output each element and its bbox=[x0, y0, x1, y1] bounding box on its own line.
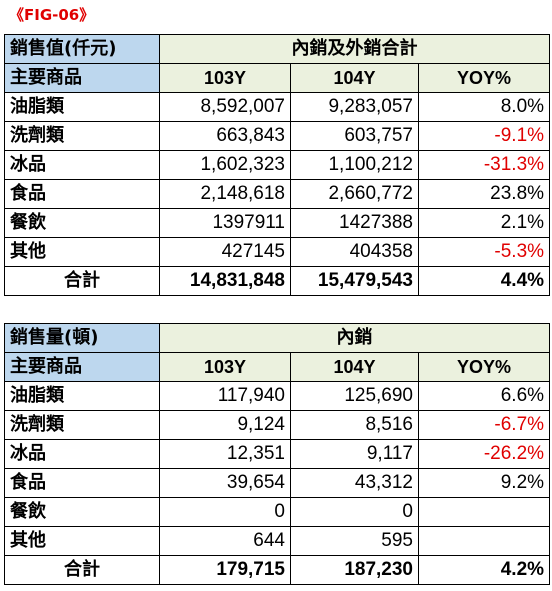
table-row: 冰品 1,602,323 1,100,212 -31.3% bbox=[4, 150, 551, 180]
column-header-yoy: YOY% bbox=[417, 63, 551, 93]
total-103y: 179,715 bbox=[159, 555, 291, 585]
total-yoy: 4.2% bbox=[417, 555, 551, 585]
column-header-103y: 103Y bbox=[159, 63, 291, 93]
value-103y: 39,654 bbox=[159, 468, 291, 498]
product-name: 餐飲 bbox=[4, 208, 160, 238]
column-header-104y: 104Y bbox=[290, 63, 419, 93]
product-name: 洗劑類 bbox=[4, 410, 160, 440]
value-104y: 9,283,057 bbox=[290, 92, 419, 122]
value-104y: 0 bbox=[290, 497, 419, 527]
value-104y: 43,312 bbox=[290, 468, 419, 498]
value-103y: 663,843 bbox=[159, 121, 291, 151]
table-row: 餐飲 0 0 bbox=[4, 497, 551, 527]
column-header-103y: 103Y bbox=[159, 352, 291, 382]
group-header: 內銷及外銷合計 bbox=[158, 34, 551, 64]
table-title-row: 銷售量(頓) 內銷 bbox=[4, 323, 551, 353]
sales-volume-table: 銷售量(頓) 內銷 主要商品 103Y 104Y YOY% 油脂類 117,940… bbox=[4, 323, 551, 585]
value-103y: 2,148,618 bbox=[159, 179, 291, 209]
value-103y: 12,351 bbox=[159, 439, 291, 469]
table-row: 食品 2,148,618 2,660,772 23.8% bbox=[4, 179, 551, 209]
value-103y: 1397911 bbox=[159, 208, 291, 238]
value-104y: 1,100,212 bbox=[290, 150, 419, 180]
product-name: 其他 bbox=[4, 237, 160, 267]
total-103y: 14,831,848 bbox=[159, 266, 291, 296]
group-header: 內銷 bbox=[158, 323, 551, 353]
total-label: 合計 bbox=[4, 266, 160, 296]
value-103y: 0 bbox=[159, 497, 291, 527]
column-header-104y: 104Y bbox=[290, 352, 419, 382]
row-header-label: 主要商品 bbox=[4, 63, 160, 93]
total-row: 合計 179,715 187,230 4.2% bbox=[4, 555, 551, 585]
table-row: 洗劑類 663,843 603,757 -9.1% bbox=[4, 121, 551, 151]
value-104y: 404358 bbox=[290, 237, 419, 267]
product-name: 油脂類 bbox=[4, 92, 160, 122]
yoy-percent bbox=[417, 497, 551, 527]
yoy-percent: 8.0% bbox=[417, 92, 551, 122]
value-104y: 603,757 bbox=[290, 121, 419, 151]
value-103y: 1,602,323 bbox=[159, 150, 291, 180]
yoy-percent: 2.1% bbox=[417, 208, 551, 238]
table-row: 其他 644 595 bbox=[4, 526, 551, 556]
table-title: 銷售值(仟元) bbox=[4, 34, 160, 64]
column-header-row: 主要商品 103Y 104Y YOY% bbox=[4, 352, 551, 382]
total-row: 合計 14,831,848 15,479,543 4.4% bbox=[4, 266, 551, 296]
yoy-percent: -26.2% bbox=[417, 439, 551, 469]
value-104y: 8,516 bbox=[290, 410, 419, 440]
product-name: 洗劑類 bbox=[4, 121, 160, 151]
table-row: 洗劑類 9,124 8,516 -6.7% bbox=[4, 410, 551, 440]
product-name: 其他 bbox=[4, 526, 160, 556]
yoy-percent: -31.3% bbox=[417, 150, 551, 180]
value-103y: 644 bbox=[159, 526, 291, 556]
total-label: 合計 bbox=[4, 555, 160, 585]
value-103y: 9,124 bbox=[159, 410, 291, 440]
value-104y: 125,690 bbox=[290, 381, 419, 411]
column-header-row: 主要商品 103Y 104Y YOY% bbox=[4, 63, 551, 93]
yoy-percent bbox=[417, 526, 551, 556]
table-row: 其他 427145 404358 -5.3% bbox=[4, 237, 551, 267]
row-header-label: 主要商品 bbox=[4, 352, 160, 382]
table-row: 冰品 12,351 9,117 -26.2% bbox=[4, 439, 551, 469]
value-104y: 595 bbox=[290, 526, 419, 556]
product-name: 油脂類 bbox=[4, 381, 160, 411]
product-name: 餐飲 bbox=[4, 497, 160, 527]
yoy-percent: 23.8% bbox=[417, 179, 551, 209]
yoy-percent: 6.6% bbox=[417, 381, 551, 411]
product-name: 冰品 bbox=[4, 150, 160, 180]
yoy-percent: -5.3% bbox=[417, 237, 551, 267]
yoy-percent: -9.1% bbox=[417, 121, 551, 151]
table-title-row: 銷售值(仟元) 內銷及外銷合計 bbox=[4, 34, 551, 64]
table-row: 餐飲 1397911 1427388 2.1% bbox=[4, 208, 551, 238]
value-103y: 117,940 bbox=[159, 381, 291, 411]
table-title: 銷售量(頓) bbox=[4, 323, 160, 353]
total-yoy: 4.4% bbox=[417, 266, 551, 296]
value-104y: 9,117 bbox=[290, 439, 419, 469]
total-104y: 15,479,543 bbox=[290, 266, 419, 296]
value-103y: 427145 bbox=[159, 237, 291, 267]
figure-label: 《FIG-06》 bbox=[9, 6, 95, 24]
product-name: 食品 bbox=[4, 179, 160, 209]
column-header-yoy: YOY% bbox=[417, 352, 551, 382]
product-name: 食品 bbox=[4, 468, 160, 498]
total-104y: 187,230 bbox=[290, 555, 419, 585]
table-row: 油脂類 8,592,007 9,283,057 8.0% bbox=[4, 92, 551, 122]
table-row: 食品 39,654 43,312 9.2% bbox=[4, 468, 551, 498]
table-row: 油脂類 117,940 125,690 6.6% bbox=[4, 381, 551, 411]
sales-value-table: 銷售值(仟元) 內銷及外銷合計 主要商品 103Y 104Y YOY% 油脂類 8… bbox=[4, 34, 551, 296]
value-104y: 2,660,772 bbox=[290, 179, 419, 209]
yoy-percent: 9.2% bbox=[417, 468, 551, 498]
value-103y: 8,592,007 bbox=[159, 92, 291, 122]
product-name: 冰品 bbox=[4, 439, 160, 469]
value-104y: 1427388 bbox=[290, 208, 419, 238]
yoy-percent: -6.7% bbox=[417, 410, 551, 440]
